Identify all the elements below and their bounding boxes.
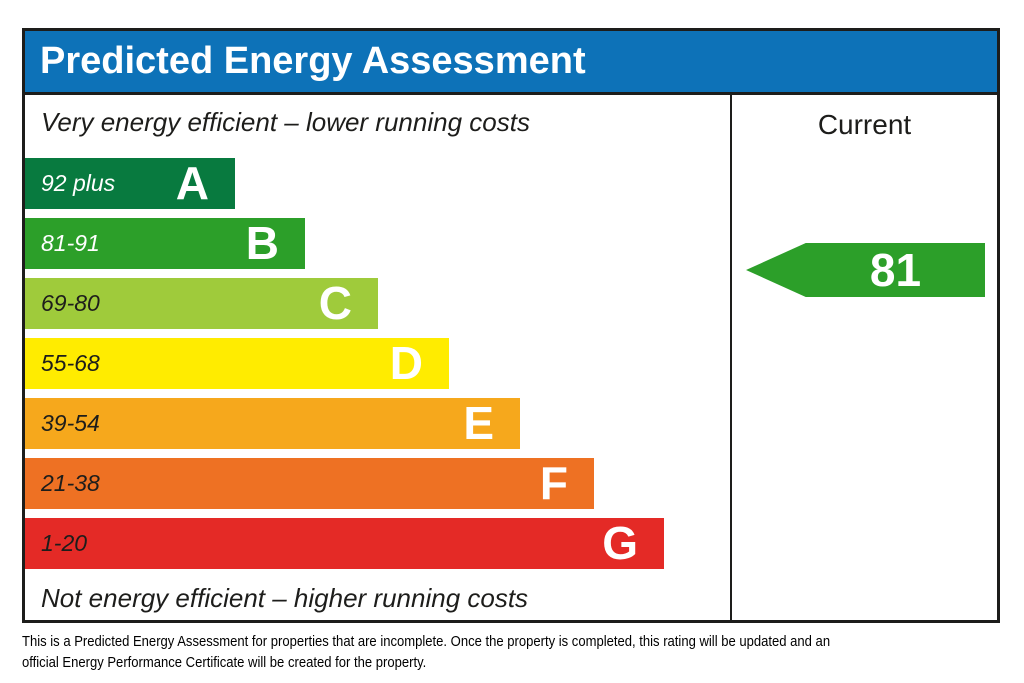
- band-range-label: 69-80: [41, 290, 100, 316]
- band-range-label: 81-91: [41, 230, 100, 256]
- current-rating-value: 81: [869, 244, 922, 296]
- band-letter: G: [602, 517, 638, 569]
- band-row-g: 1-20 G: [25, 518, 664, 569]
- band-row-f: 21-38 F: [25, 458, 594, 509]
- band-row-a: 92 plus A: [25, 158, 235, 209]
- band-letter: D: [389, 337, 423, 389]
- band-range-label: 55-68: [41, 350, 100, 376]
- band-row-e: 39-54 E: [25, 398, 520, 449]
- current-rating-arrow: 81: [746, 243, 985, 297]
- footer-note-line2: official Energy Performance Certificate …: [22, 654, 427, 671]
- band-range-label: 21-38: [41, 470, 100, 496]
- band-letter: E: [463, 397, 494, 449]
- footer-note: This is a Predicted Energy Assessment fo…: [22, 631, 830, 673]
- band-letter: B: [245, 217, 279, 269]
- caption-very-efficient: Very energy efficient – lower running co…: [41, 107, 530, 137]
- band-letter: F: [539, 457, 568, 509]
- current-column: Current 81: [732, 95, 997, 620]
- band-row-c: 69-80 C: [25, 278, 378, 329]
- band-letter: A: [175, 157, 209, 209]
- page-title: Predicted Energy Assessment: [40, 40, 586, 82]
- caption-not-efficient: Not energy efficient – higher running co…: [41, 583, 529, 613]
- footer-note-line1: This is a Predicted Energy Assessment fo…: [22, 633, 831, 650]
- band-range-label: 39-54: [41, 410, 100, 436]
- title-bar: Predicted Energy Assessment: [25, 31, 997, 95]
- current-column-header: Current: [817, 109, 912, 140]
- band-row-d: 55-68 D: [25, 338, 449, 389]
- band-range-label: 92 plus: [41, 170, 116, 196]
- certificate-frame: Predicted Energy Assessment Very energy …: [22, 28, 1000, 623]
- band-range-label: 1-20: [41, 530, 88, 556]
- energy-band-chart: Very energy efficient – lower running co…: [25, 95, 732, 620]
- band-row-b: 81-91 B: [25, 218, 305, 269]
- band-letter: C: [318, 277, 352, 329]
- certificate-body: Very energy efficient – lower running co…: [25, 95, 997, 620]
